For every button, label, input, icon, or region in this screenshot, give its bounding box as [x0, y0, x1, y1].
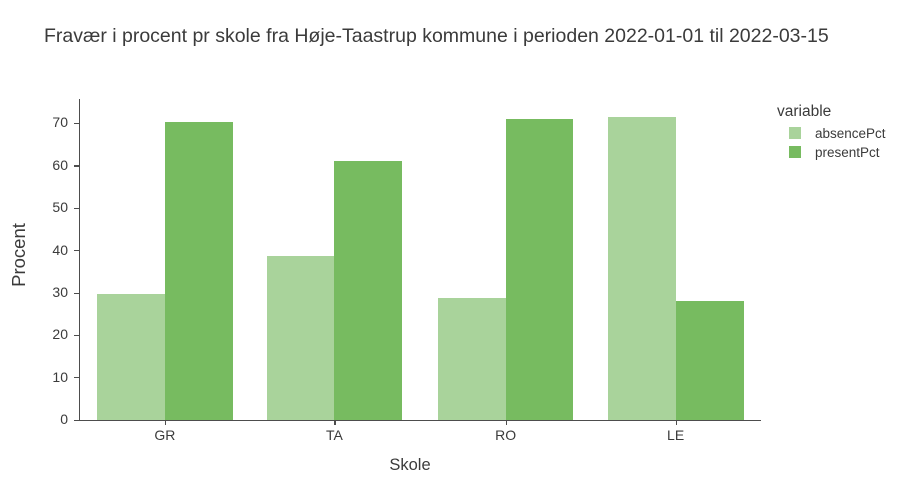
svg-text:Procent: Procent [8, 223, 29, 287]
